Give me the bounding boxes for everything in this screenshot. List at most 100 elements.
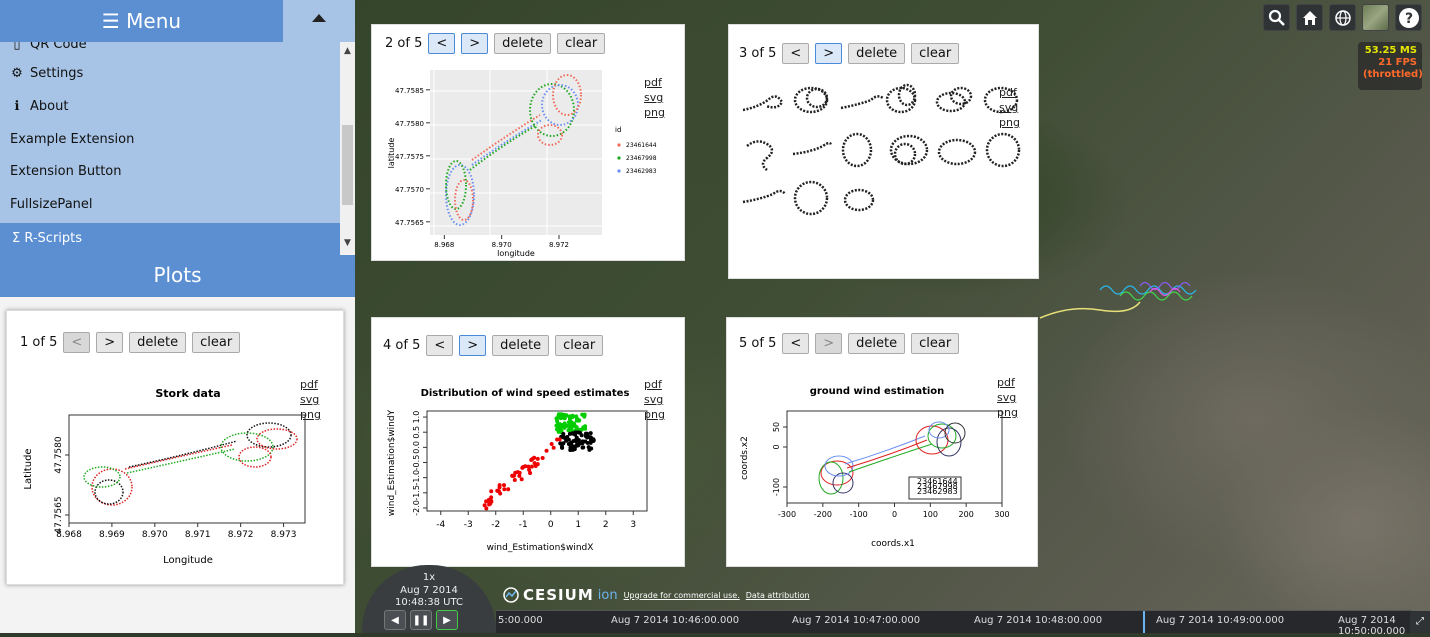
pdf-link[interactable]: pdf — [300, 378, 318, 391]
wind-distribution-chart: Distribution of wind speed estimates -4-… — [387, 388, 648, 553]
svg-link[interactable]: svg — [300, 393, 320, 406]
fullscreen-button[interactable]: ⤢ — [1410, 611, 1430, 633]
prev-button[interactable]: < — [426, 335, 454, 356]
scatter-point — [512, 478, 517, 483]
prev-button[interactable]: < — [428, 33, 456, 54]
scatter-point — [561, 432, 566, 437]
y-axis-label: Latitude — [23, 448, 34, 489]
search-button[interactable] — [1263, 4, 1290, 31]
timeline-label: 5:00.000 — [498, 615, 543, 626]
clear-button[interactable]: clear — [911, 333, 960, 354]
scatter-point — [506, 487, 511, 492]
play-button[interactable]: ▶ — [436, 610, 458, 630]
pdf-link[interactable]: pdf — [644, 76, 662, 89]
scatter-point — [567, 416, 572, 421]
menu-list: ▯ QR Code ⚙ Settings ℹ About Example Ext… — [0, 42, 340, 223]
delete-button[interactable]: delete — [848, 43, 906, 64]
pdf-link[interactable]: pdf — [644, 378, 662, 391]
y-tick-label: -1.5 — [412, 485, 421, 501]
next-button[interactable]: > — [459, 335, 487, 356]
scene-mode-button[interactable] — [1329, 4, 1356, 31]
menu-item-settings[interactable]: ⚙ Settings — [0, 58, 340, 91]
menu-item-fullsize-panel[interactable]: FullsizePanel — [0, 189, 340, 222]
clear-button[interactable]: clear — [911, 43, 960, 64]
x-tick-label: 8.970 — [142, 530, 168, 540]
scroll-down-icon[interactable]: ▼ — [344, 238, 351, 248]
scatter-point — [570, 413, 575, 418]
next-button[interactable]: > — [461, 33, 489, 54]
scroll-thumb[interactable] — [342, 125, 353, 205]
x-axis-ticks: -4 -3 -2 -1 0 1 2 3 — [436, 511, 636, 530]
prev-button[interactable]: < — [782, 43, 810, 64]
scatter-point — [585, 440, 590, 445]
scatter-point — [555, 419, 560, 424]
next-button[interactable]: > — [815, 43, 843, 64]
scatter-point — [582, 414, 587, 419]
commercial-link[interactable]: Upgrade for commercial use. — [623, 590, 740, 600]
scatter-point — [513, 470, 518, 475]
reverse-button[interactable]: ◀ — [384, 610, 406, 630]
x-tick-label: -1 — [519, 520, 528, 530]
scatter-point — [535, 456, 540, 461]
scatter-point — [588, 431, 593, 436]
y-tick-label: 47.7575 — [395, 153, 424, 161]
y-tick-label: -100 — [772, 478, 781, 496]
timeline-needle[interactable] — [1143, 611, 1145, 633]
next-button[interactable]: > — [815, 333, 843, 354]
cesium-brand: CESIUM — [523, 586, 594, 604]
home-button[interactable] — [1296, 4, 1323, 31]
png-link[interactable]: png — [644, 408, 665, 421]
base-layer-picker[interactable] — [1362, 4, 1389, 31]
pdf-link[interactable]: pdf — [999, 86, 1017, 99]
legend-swatch — [617, 156, 621, 160]
menu-item-extension-button[interactable]: Extension Button — [0, 156, 340, 189]
png-link[interactable]: png — [999, 116, 1020, 129]
menu-toggle[interactable]: ☰ Menu — [0, 0, 283, 42]
menu-item-example-extension[interactable]: Example Extension — [0, 124, 340, 157]
perf-fps: 21 FPS — [1378, 57, 1417, 68]
delete-button[interactable]: delete — [494, 33, 552, 54]
y-axis-ticks: -2.0-1.5-1.0-0.50.0 0.5 1.0 — [412, 411, 427, 516]
delete-button[interactable]: delete — [848, 333, 906, 354]
delete-button[interactable]: delete — [492, 335, 550, 356]
fullscreen-icon: ⤢ — [1416, 616, 1424, 627]
help-button[interactable]: ? — [1395, 4, 1422, 31]
pdf-link[interactable]: pdf — [997, 376, 1015, 389]
svg-link[interactable]: svg — [644, 91, 664, 104]
y-tick-label: -0.5 — [412, 455, 421, 471]
legend-label: 23462983 — [626, 168, 657, 175]
scatter-point — [527, 467, 532, 472]
attribution-link[interactable]: Data attribution — [745, 590, 810, 600]
menu-item-about[interactable]: ℹ About — [0, 91, 340, 124]
scroll-up-icon[interactable]: ▲ — [344, 46, 351, 56]
x-tick-label: 8.971 — [185, 530, 211, 540]
clear-button[interactable]: clear — [557, 33, 606, 54]
y-tick-label: 47.7565 — [395, 219, 424, 227]
pause-icon: ❚❚ — [412, 614, 430, 626]
timeline[interactable]: 5:00.000 Aug 7 2014 10:46:00.000 Aug 7 201… — [496, 610, 1412, 637]
prev-button[interactable]: < — [63, 332, 91, 353]
scatter-point — [591, 437, 596, 442]
plot-panel-5: 5 of 5 < > delete clear pdf svg png grou… — [726, 317, 1038, 567]
scatter-point — [568, 442, 573, 447]
x-tick-label: -2 — [491, 520, 500, 530]
svg-link[interactable]: svg — [997, 391, 1017, 404]
legend-label: 23467998 — [626, 155, 657, 162]
prev-button[interactable]: < — [782, 333, 810, 354]
scatter-point — [556, 428, 561, 433]
next-button[interactable]: > — [96, 332, 124, 353]
delete-button[interactable]: delete — [129, 332, 187, 353]
plot-panel-2: 2 of 5 < > delete clear pdf svg png 8.96… — [371, 24, 685, 261]
clear-button[interactable]: clear — [555, 335, 604, 356]
svg-link[interactable]: svg — [644, 393, 664, 406]
scatter-point — [564, 413, 569, 418]
ground-wind-chart: ground wind estimation -300 -200 -100 0 100 2… — [740, 386, 1010, 549]
pause-button[interactable]: ❚❚ — [410, 610, 432, 630]
png-link[interactable]: png — [644, 106, 665, 119]
scatter-point — [519, 477, 524, 482]
menu-item-r-scripts[interactable]: Σ R-Scripts — [0, 223, 340, 255]
gear-icon: ⚙ — [11, 66, 23, 81]
clear-button[interactable]: clear — [192, 332, 241, 353]
menu-item-qr-code[interactable]: ▯ QR Code — [0, 42, 340, 58]
